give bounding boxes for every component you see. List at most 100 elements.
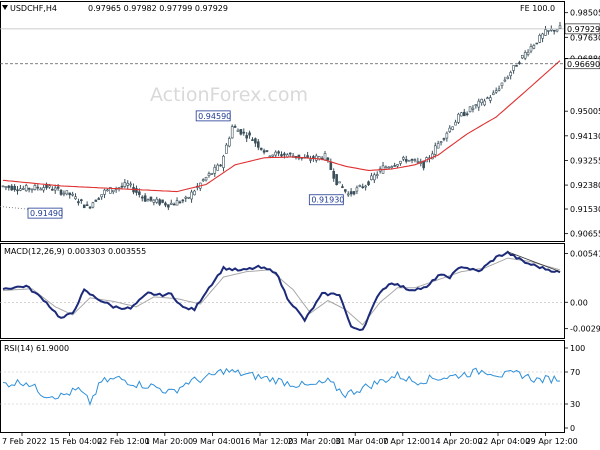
candle-body <box>30 188 34 191</box>
candle-body <box>19 188 22 191</box>
y-tick-label: 0.90655 <box>570 230 600 239</box>
candle-body <box>387 166 391 169</box>
candle-body <box>42 187 45 191</box>
candle-body <box>56 186 60 189</box>
candle-body <box>515 64 518 67</box>
candle-body <box>225 144 228 154</box>
candle-body <box>85 204 89 206</box>
y-tick-label: 0.92380 <box>570 181 600 190</box>
candle-body <box>271 154 275 157</box>
candle-body <box>103 189 106 195</box>
candle-body <box>167 204 170 208</box>
annotation-box <box>27 207 63 219</box>
candle-body <box>413 159 417 161</box>
candle-body <box>552 29 556 32</box>
candle-body <box>349 191 353 195</box>
rsi-title: RSI(14) 61.9000 <box>4 344 69 353</box>
candle-body <box>91 202 95 208</box>
candle-body <box>523 52 527 59</box>
candle-body <box>410 158 414 161</box>
candle-body <box>538 34 541 43</box>
macd-line <box>2 250 561 332</box>
candle-body <box>532 45 536 49</box>
candle-body <box>109 187 112 194</box>
candle-body <box>201 179 205 182</box>
price-panel-frame <box>0 1 565 242</box>
fe-level-tag: 0.96690 <box>567 60 600 69</box>
watermark: ActionForex.com <box>150 84 308 106</box>
candle-body <box>393 165 396 167</box>
y-tick-label: 30 <box>570 400 580 409</box>
candle-body <box>335 174 338 186</box>
candle-body <box>59 189 63 195</box>
candle-body <box>74 196 77 200</box>
x-tick-label: 16 Mar 12:00 <box>240 437 293 446</box>
candle-body <box>262 150 266 153</box>
candle-body <box>230 126 234 139</box>
candle-body <box>483 100 486 106</box>
candle-body <box>256 141 260 148</box>
candle-body <box>65 190 69 195</box>
candle-body <box>462 111 466 117</box>
candle-body <box>407 159 411 162</box>
candle-body <box>149 196 153 201</box>
annotation-text: 0.91930 <box>311 196 344 205</box>
candle-body <box>254 138 257 144</box>
candle-body <box>193 190 196 196</box>
candle-body <box>384 166 388 169</box>
y-tick-label: -0.00293 <box>570 325 600 334</box>
candle-body <box>451 126 454 130</box>
candle-body <box>367 181 370 186</box>
candle-body <box>68 192 72 196</box>
candle-body <box>404 159 408 162</box>
candle-body <box>213 167 217 174</box>
candle-body <box>245 135 248 139</box>
candle-body <box>526 51 530 55</box>
candle-body <box>457 113 460 123</box>
candle-body <box>164 202 167 206</box>
candle-body <box>390 166 394 168</box>
rsi-line <box>2 367 561 406</box>
candle-body <box>236 129 240 132</box>
candle-body <box>80 199 83 202</box>
candle-body <box>544 29 547 36</box>
candle-body <box>512 65 515 71</box>
candle-body <box>364 185 367 188</box>
collapse-icon[interactable] <box>2 5 8 10</box>
candle-body <box>161 199 164 203</box>
candle-body <box>268 155 272 158</box>
candle-body <box>184 196 188 199</box>
candle-body <box>471 107 475 110</box>
candle-body <box>329 161 333 170</box>
candle-body <box>248 132 251 136</box>
candle-body <box>135 188 138 193</box>
candle-body <box>491 92 495 95</box>
candle-body <box>535 42 539 45</box>
macd-trendline <box>507 251 561 273</box>
candle-body <box>123 182 127 187</box>
candle-body <box>1 185 5 188</box>
candle-body <box>129 183 132 186</box>
macd-layer <box>0 250 564 332</box>
candle-body <box>529 46 533 52</box>
candle-body <box>468 106 472 113</box>
candle-body <box>24 185 28 192</box>
candle-body <box>16 189 19 192</box>
candle-body <box>158 199 161 205</box>
candle-body <box>402 157 405 160</box>
annotation-text: 0.94590 <box>198 112 231 121</box>
candle-body <box>146 199 150 202</box>
candle-body <box>62 192 66 195</box>
candle-body <box>207 173 211 176</box>
candle-body <box>503 79 507 82</box>
candle-body <box>494 90 498 93</box>
candle-body <box>370 175 373 180</box>
candle-body <box>239 129 243 135</box>
candle-body <box>280 154 283 157</box>
rsi-panel-frame <box>0 340 565 433</box>
candle-body <box>219 164 222 167</box>
candle-body <box>111 189 115 193</box>
candle-body <box>181 199 185 202</box>
candle-body <box>500 82 504 86</box>
candle-body <box>332 171 336 179</box>
